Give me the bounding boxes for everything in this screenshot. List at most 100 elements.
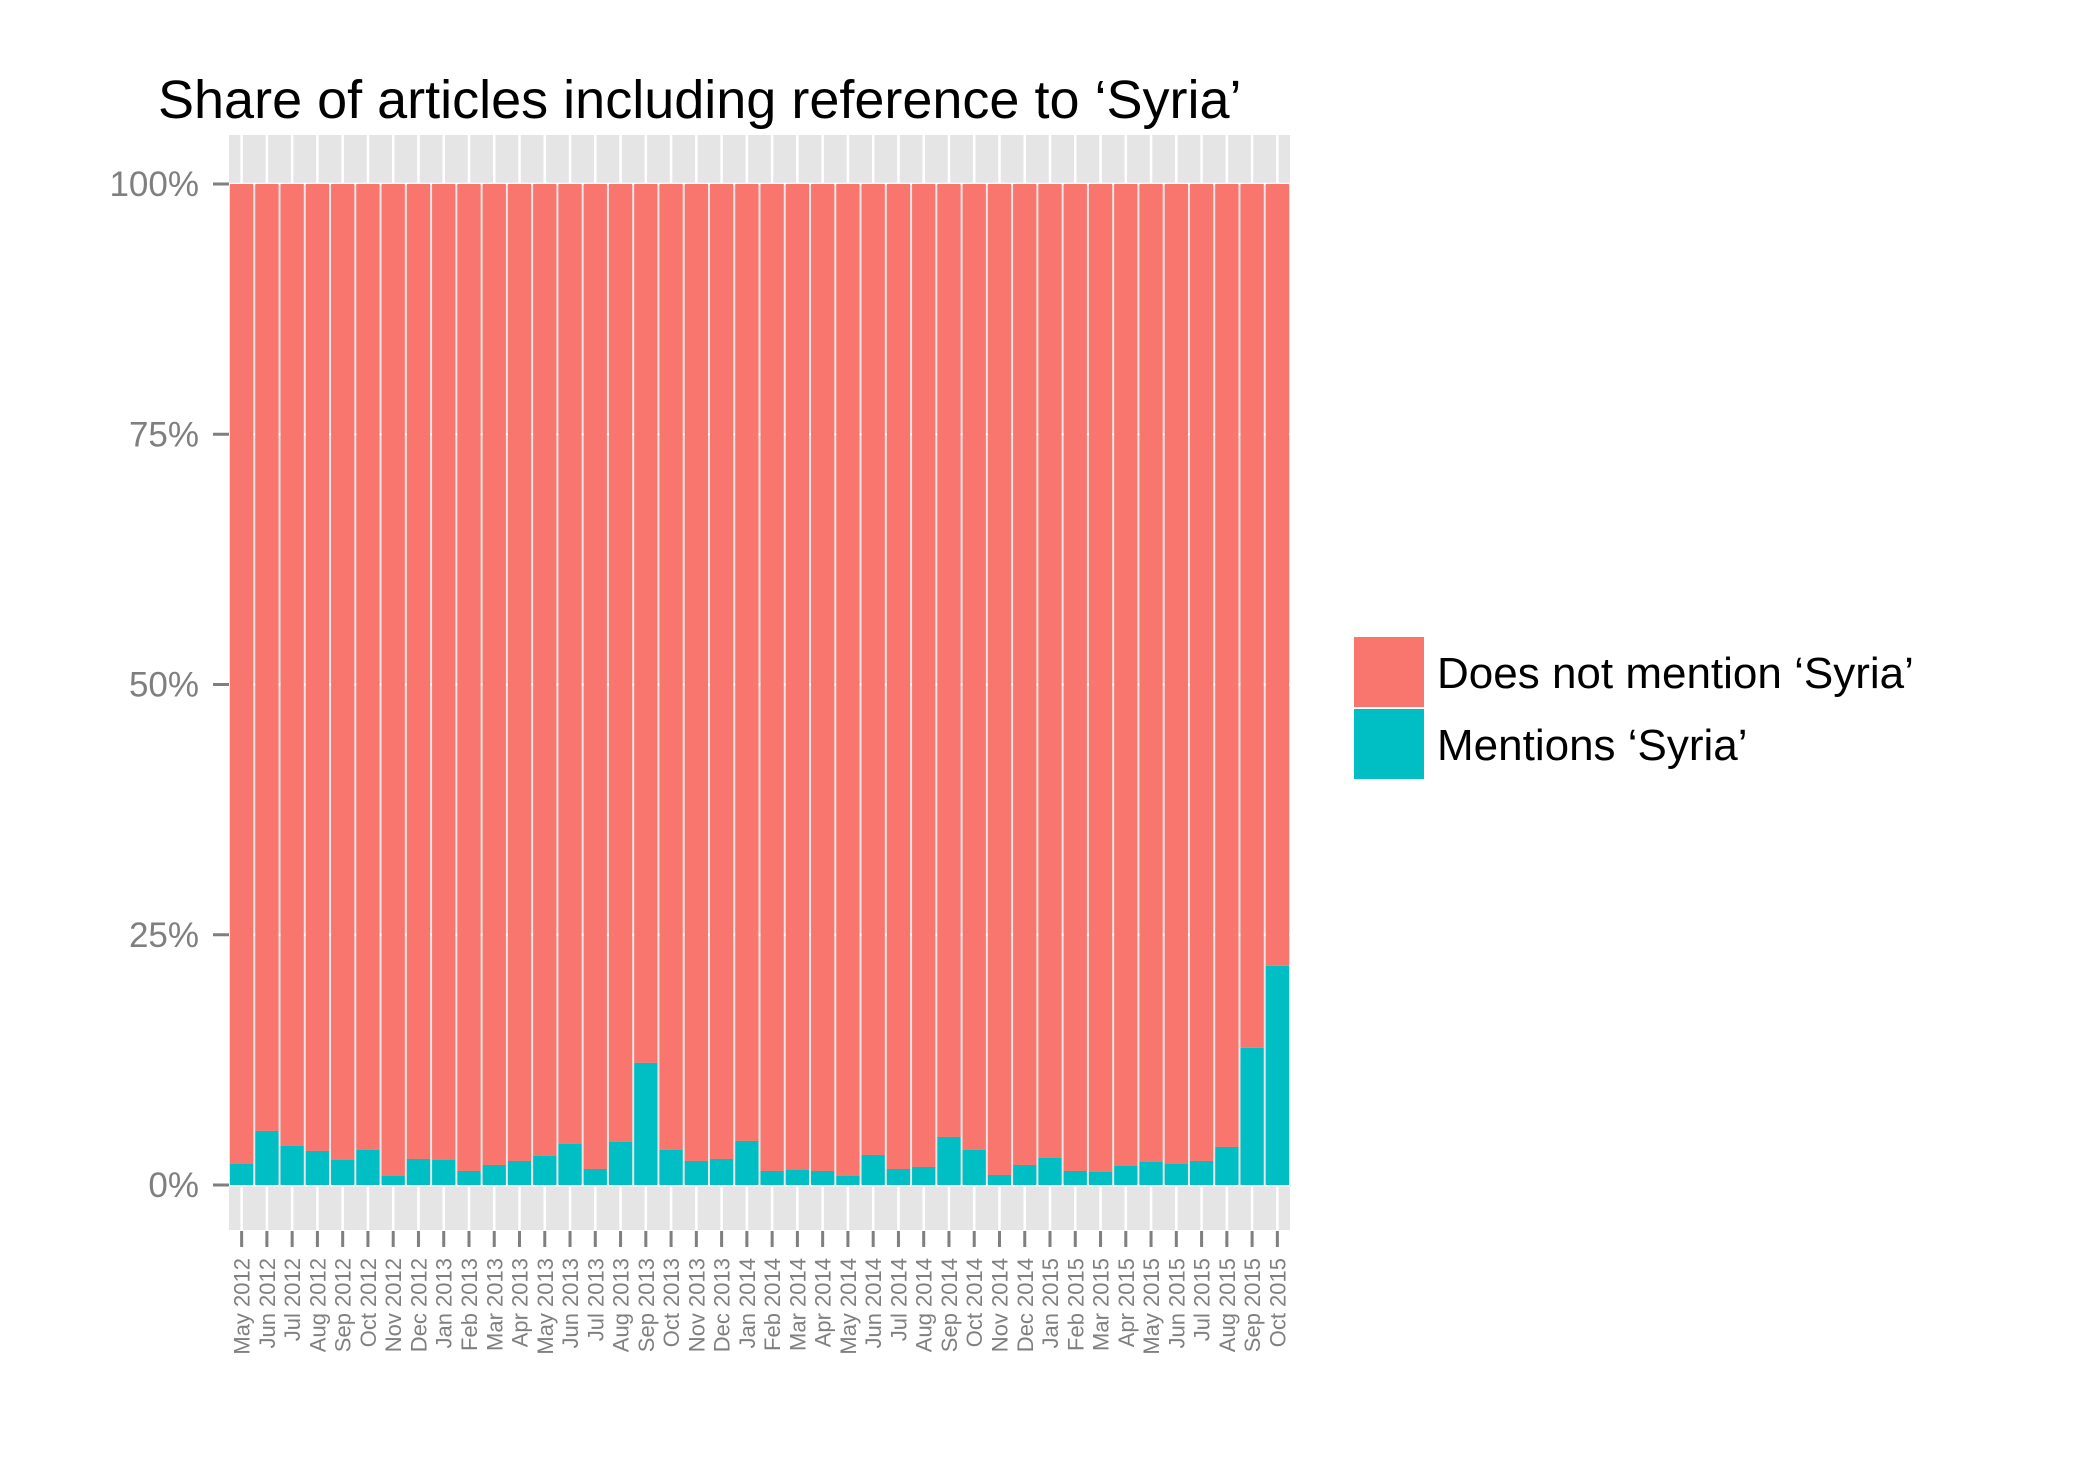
bar-no-mention-syria-sep-2012 <box>331 184 355 1160</box>
bar-no-mention-syria-sep-2015 <box>1240 184 1264 1048</box>
bar-no-mention-syria-jul-2013 <box>583 184 607 1169</box>
x-tick-label: Sep 2013 <box>634 1258 659 1352</box>
x-tick-label: Sep 2014 <box>937 1258 962 1352</box>
x-tick-label: Aug 2012 <box>305 1258 330 1352</box>
bar-mentions-syria-oct-2015 <box>1265 965 1289 1185</box>
bar-no-mention-syria-apr-2014 <box>811 184 835 1171</box>
bar-mentions-syria-jul-2013 <box>583 1168 607 1185</box>
bar-mentions-syria-mar-2014 <box>785 1169 810 1185</box>
x-tick-label: Sep 2015 <box>1240 1258 1265 1352</box>
x-tick-label: Dec 2014 <box>1013 1258 1038 1352</box>
y-tick-label: 25% <box>129 916 199 955</box>
bar-no-mention-syria-oct-2013 <box>659 184 683 1150</box>
x-tick-label: Aug 2014 <box>912 1258 937 1352</box>
bar-no-mention-syria-dec-2014 <box>1013 184 1037 1165</box>
x-tick-label: Jan 2015 <box>1038 1258 1063 1349</box>
bar-no-mention-syria-nov-2014 <box>987 184 1012 1175</box>
bar-mentions-syria-may-2013 <box>533 1155 557 1185</box>
bar-no-mention-syria-jan-2015 <box>1038 184 1062 1158</box>
bar-no-mention-syria-aug-2014 <box>912 184 936 1167</box>
y-tick-label: 50% <box>129 666 199 705</box>
x-tick-label: Jul 2014 <box>886 1258 911 1341</box>
x-tick-label: Mar 2013 <box>482 1258 507 1351</box>
x-tick-label: Oct 2015 <box>1265 1258 1290 1347</box>
bar-no-mention-syria-sep-2013 <box>634 184 658 1063</box>
bar-no-mention-syria-aug-2012 <box>305 184 330 1151</box>
x-tick-label: Jul 2012 <box>280 1258 305 1341</box>
bar-mentions-syria-may-2015 <box>1139 1161 1163 1185</box>
x-tick-label: May 2014 <box>836 1258 861 1355</box>
x-tick-label: Jun 2012 <box>255 1258 280 1349</box>
bar-mentions-syria-aug-2012 <box>305 1150 330 1185</box>
bar-no-mention-syria-aug-2013 <box>608 184 633 1142</box>
bar-no-mention-syria-aug-2015 <box>1215 184 1239 1147</box>
x-tick-label: Oct 2013 <box>659 1258 684 1347</box>
bar-no-mention-syria-jun-2013 <box>558 184 582 1144</box>
bar-mentions-syria-mar-2013 <box>482 1164 506 1185</box>
bar-mentions-syria-feb-2015 <box>1063 1170 1087 1185</box>
bar-mentions-syria-mar-2015 <box>1088 1171 1113 1185</box>
x-tick-label: Nov 2013 <box>684 1258 709 1352</box>
plot-panel <box>229 135 1290 1230</box>
bar-mentions-syria-sep-2015 <box>1240 1047 1264 1185</box>
x-tick-label: Dec 2013 <box>710 1258 735 1352</box>
bar-mentions-syria-dec-2013 <box>709 1158 734 1185</box>
bar-mentions-syria-jul-2012 <box>280 1145 304 1185</box>
bar-no-mention-syria-mar-2015 <box>1088 184 1113 1172</box>
bar-no-mention-syria-jan-2014 <box>735 184 759 1141</box>
bar-mentions-syria-sep-2014 <box>937 1136 961 1185</box>
y-axis: 0% 25% 50% 75% 100% <box>109 165 229 1205</box>
bar-no-mention-syria-apr-2013 <box>507 184 532 1161</box>
x-tick-label: Apr 2015 <box>1114 1258 1139 1347</box>
bar-mentions-syria-dec-2014 <box>1013 1164 1037 1185</box>
bar-no-mention-syria-sep-2014 <box>937 184 961 1137</box>
bar-mentions-syria-nov-2012 <box>381 1175 405 1185</box>
bar-no-mention-syria-feb-2014 <box>760 184 784 1171</box>
bar-no-mention-syria-oct-2015 <box>1265 184 1289 966</box>
bar-mentions-syria-jul-2015 <box>1189 1160 1214 1185</box>
bar-no-mention-syria-dec-2012 <box>406 184 431 1159</box>
bar-mentions-syria-may-2014 <box>836 1175 860 1185</box>
x-tick-label: Aug 2015 <box>1215 1258 1240 1352</box>
bar-mentions-syria-oct-2012 <box>356 1149 380 1185</box>
x-tick-label: Jan 2013 <box>432 1258 457 1349</box>
x-tick-label: May 2012 <box>230 1258 255 1355</box>
chart-title: Share of articles including reference to… <box>158 70 1242 130</box>
bar-mentions-syria-feb-2013 <box>457 1170 481 1185</box>
bar-mentions-syria-jun-2013 <box>558 1143 582 1185</box>
x-tick-label: Aug 2013 <box>609 1258 634 1352</box>
bar-mentions-syria-sep-2012 <box>331 1159 355 1185</box>
bars <box>230 184 1289 1185</box>
x-tick-label: Jun 2014 <box>861 1258 886 1349</box>
x-tick-label: Oct 2014 <box>962 1258 987 1347</box>
x-tick-label: May 2015 <box>1139 1258 1164 1355</box>
x-tick-label: Feb 2014 <box>760 1258 785 1351</box>
bar-mentions-syria-feb-2014 <box>760 1170 784 1185</box>
bar-mentions-syria-jun-2015 <box>1164 1163 1188 1185</box>
bar-no-mention-syria-may-2014 <box>836 184 860 1176</box>
bar-mentions-syria-apr-2013 <box>507 1160 532 1185</box>
bar-mentions-syria-nov-2014 <box>987 1174 1012 1185</box>
bar-no-mention-syria-feb-2013 <box>457 184 481 1171</box>
legend-key-mentions <box>1352 707 1426 781</box>
x-tick-label: Apr 2013 <box>508 1258 533 1347</box>
bar-mentions-syria-oct-2013 <box>659 1149 683 1185</box>
x-axis: May 2012 Jun 2012 Jul 2012 Aug 2012 Sep 2012… <box>230 1231 1290 1355</box>
bar-mentions-syria-aug-2013 <box>608 1141 633 1185</box>
bar-mentions-syria-jan-2015 <box>1038 1157 1062 1185</box>
bar-no-mention-syria-apr-2015 <box>1114 184 1138 1166</box>
bar-mentions-syria-aug-2014 <box>912 1166 936 1185</box>
bar-mentions-syria-jun-2014 <box>861 1154 885 1185</box>
x-tick-label: Nov 2012 <box>381 1258 406 1352</box>
x-tick-label: Sep 2012 <box>331 1258 356 1352</box>
bar-no-mention-syria-may-2012 <box>230 184 254 1164</box>
legend-label-mentions: Mentions ‘Syria’ <box>1437 721 1748 770</box>
bar-mentions-syria-apr-2015 <box>1114 1165 1138 1185</box>
bar-mentions-syria-jan-2014 <box>735 1140 759 1185</box>
x-tick-label: Dec 2012 <box>406 1258 431 1352</box>
legend-label-does-not-mention: Does not mention ‘Syria’ <box>1437 649 1914 698</box>
bar-mentions-syria-oct-2014 <box>962 1149 986 1185</box>
bar-mentions-syria-apr-2014 <box>811 1170 835 1185</box>
y-tick-label: 0% <box>148 1166 199 1205</box>
